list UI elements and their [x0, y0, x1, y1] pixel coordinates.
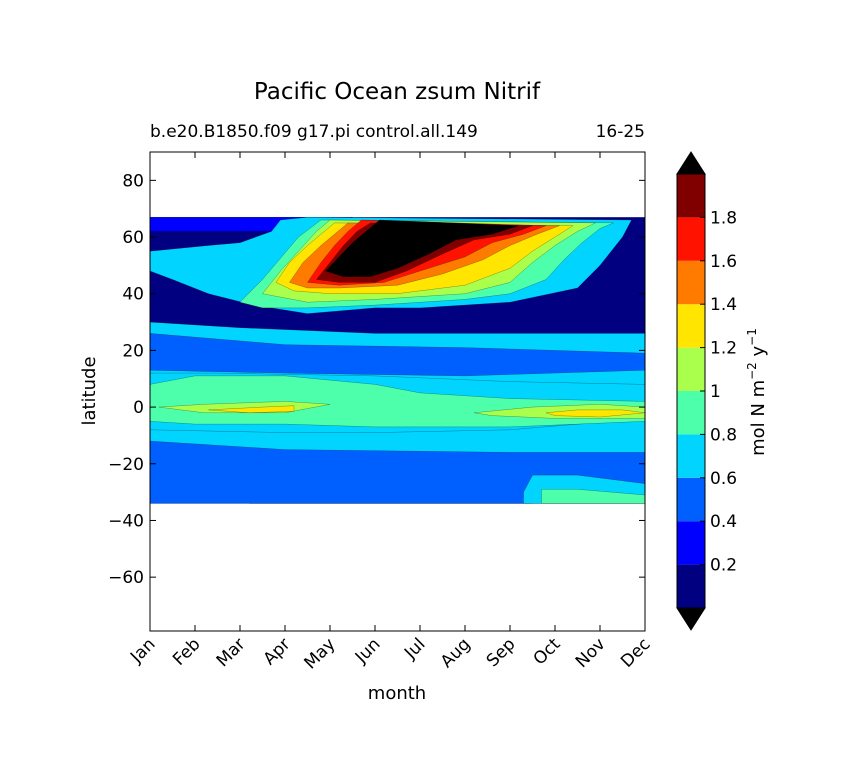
colorbar-tick-label: 0.6 — [710, 469, 737, 489]
contour-region-1.2-2 — [545, 409, 645, 418]
y-axis-label: latitude — [79, 356, 100, 425]
chart-title: Pacific Ocean zsum Nitrif — [254, 79, 541, 105]
x-tick-label: Mar — [213, 634, 250, 671]
y-tick-label: −60 — [108, 568, 144, 588]
colorbar-label-exp1: −2 — [745, 362, 759, 380]
colorbar-segment — [677, 347, 705, 391]
y-tick-label: 40 — [122, 285, 144, 305]
contour-region-2-0 — [325, 219, 520, 277]
x-tick-label: Sep — [483, 634, 520, 671]
colorbar-tick-label: 1.4 — [710, 295, 737, 315]
x-tick-label: Jan — [126, 634, 159, 667]
colorbar-tick-label: 1 — [710, 382, 721, 402]
colorbar-segment — [677, 434, 705, 478]
chart-subtitle-left: b.e20.B1850.f09 g17.pi control.all.149 — [150, 122, 478, 142]
y-tick-label: −40 — [108, 511, 144, 531]
y-axis: 80 60 40 20 0 −20 −40 −60 — [108, 171, 645, 588]
colorbar-segment — [677, 217, 705, 261]
colorbar-segment — [677, 521, 705, 565]
colorbar-tick-label: 1.8 — [710, 208, 737, 228]
y-tick-label: 0 — [133, 398, 144, 418]
colorbar-label: mol N m−2 y−1 — [745, 328, 769, 456]
x-tick-label: Aug — [437, 634, 475, 672]
colorbar-label-main: mol N m — [748, 380, 769, 456]
contour-field — [150, 216, 645, 504]
x-tick-label: Dec — [617, 634, 654, 671]
colorbar-tick-label: 1.6 — [710, 252, 737, 272]
colorbar-extend-top — [676, 151, 706, 175]
x-tick-label: Nov — [572, 634, 610, 672]
colorbar: 0.2 0.4 0.6 0.8 1 1.2 1.4 1.6 1.8 — [676, 151, 737, 631]
colorbar-tick-label: 1.2 — [710, 339, 737, 359]
colorbar-segment — [677, 391, 705, 435]
contour-region-1.2-1 — [208, 405, 295, 414]
x-tick-label: Apr — [260, 634, 295, 669]
y-tick-label: −20 — [108, 455, 144, 475]
colorbar-tick-label: 0.2 — [710, 556, 737, 576]
x-tick-label: Jul — [400, 634, 429, 663]
contour-region-0.4-0 — [150, 333, 645, 377]
colorbar-segment — [677, 174, 705, 218]
x-tick-label: Oct — [530, 634, 565, 669]
y-tick-label: 20 — [122, 341, 144, 361]
colorbar-label-exp2: −1 — [745, 328, 759, 346]
x-tick-label: Jun — [351, 634, 385, 668]
colorbar-tick-label: 0.8 — [710, 425, 737, 445]
x-tick-label: Feb — [169, 634, 204, 669]
contour-region-0.4-1 — [150, 440, 645, 504]
y-tick-label: 80 — [122, 171, 144, 191]
colorbar-segment — [677, 260, 705, 305]
contour-region-0.8-2 — [541, 489, 645, 504]
colorbar-segment — [677, 477, 705, 522]
colorbar-tick-label: 0.4 — [710, 512, 737, 532]
colorbar-segment — [677, 564, 705, 608]
chart-subtitle-right: 16-25 — [596, 122, 645, 142]
colorbar-extend-bottom — [676, 607, 706, 631]
plot-frame — [149, 151, 646, 632]
x-tick-label: May — [301, 634, 340, 673]
x-axis-label: month — [368, 683, 426, 704]
colorbar-segment — [677, 304, 705, 348]
colorbar-label-mid: y — [748, 345, 769, 362]
y-tick-label: 60 — [122, 228, 144, 248]
